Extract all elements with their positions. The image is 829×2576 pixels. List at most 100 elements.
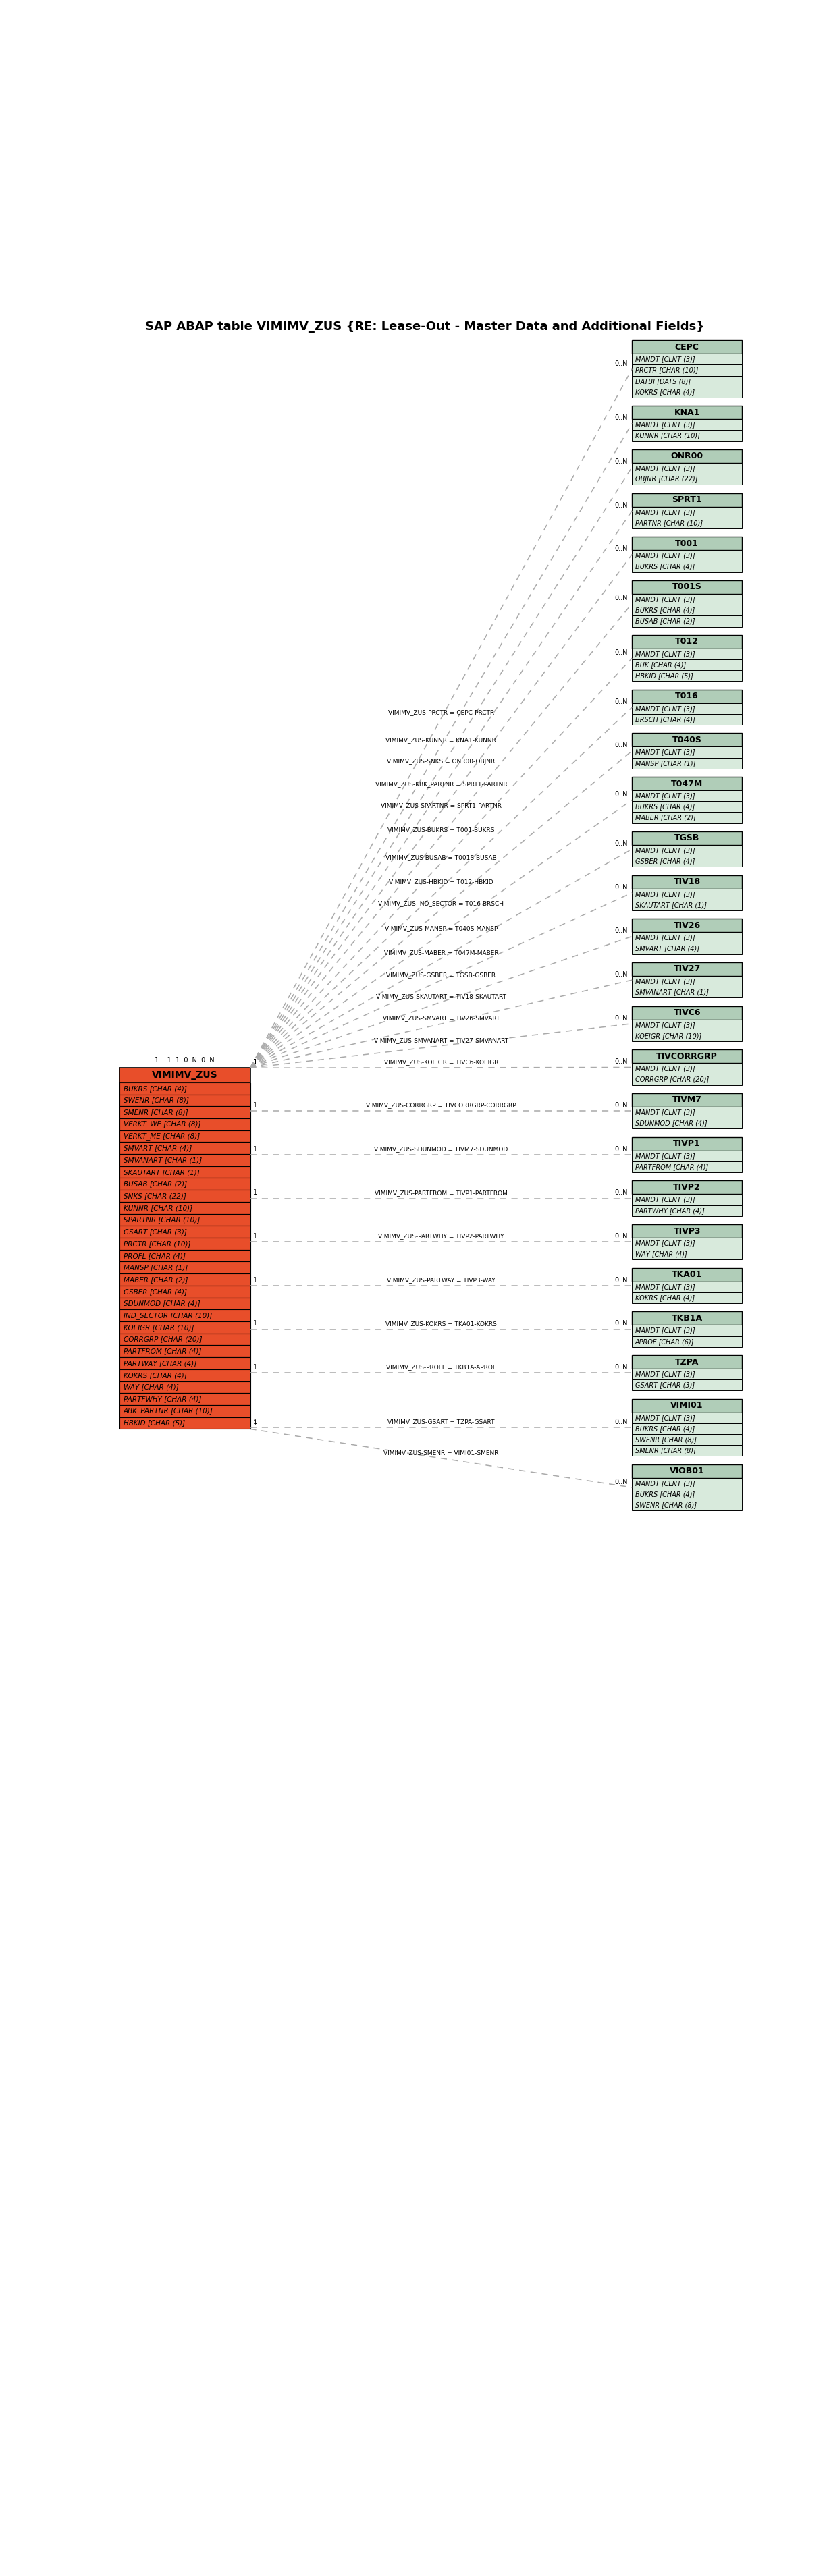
Text: 0..N: 0..N xyxy=(614,1146,628,1151)
Text: SMVANART [CHAR (1)]: SMVANART [CHAR (1)] xyxy=(124,1157,202,1164)
Bar xyxy=(632,1007,742,1020)
Text: TIVCORRGRP: TIVCORRGRP xyxy=(657,1051,718,1061)
Bar xyxy=(119,1167,250,1177)
Text: PARTFROM [CHAR (4)]: PARTFROM [CHAR (4)] xyxy=(635,1164,708,1170)
Text: VIMIMV_ZUS-GSART = TZPA-GSART: VIMIMV_ZUS-GSART = TZPA-GSART xyxy=(388,1419,495,1425)
Bar xyxy=(119,1298,250,1309)
Text: MANSP [CHAR (1)]: MANSP [CHAR (1)] xyxy=(124,1265,188,1270)
Bar xyxy=(632,551,742,562)
Text: 1: 1 xyxy=(253,1059,257,1066)
Text: 0..N: 0..N xyxy=(614,1234,628,1239)
Text: VIOB01: VIOB01 xyxy=(670,1466,705,1476)
Text: 0..N: 0..N xyxy=(614,1278,628,1283)
Text: T001: T001 xyxy=(675,538,699,549)
Text: MANDT [CLNT (3)]: MANDT [CLNT (3)] xyxy=(635,935,695,940)
Text: APROF [CHAR (6)]: APROF [CHAR (6)] xyxy=(635,1337,694,1345)
Bar xyxy=(119,1345,250,1358)
Text: SMENR [CHAR (8)]: SMENR [CHAR (8)] xyxy=(124,1108,188,1115)
Text: 1: 1 xyxy=(253,1059,257,1066)
Bar xyxy=(632,1206,742,1216)
Bar xyxy=(119,1370,250,1381)
Text: TGSB: TGSB xyxy=(674,835,700,842)
Bar xyxy=(632,1108,742,1118)
Bar xyxy=(119,1118,250,1131)
Bar xyxy=(632,464,742,474)
Text: VIMIMV_ZUS-PRCTR = CEPC-PRCTR: VIMIMV_ZUS-PRCTR = CEPC-PRCTR xyxy=(388,708,494,716)
Text: 0..N: 0..N xyxy=(614,415,628,422)
Text: 0..N: 0..N xyxy=(614,361,628,366)
Bar xyxy=(632,801,742,811)
Text: 1    1  1  0..N  0..N: 1 1 1 0..N 0..N xyxy=(155,1056,215,1064)
Text: 1: 1 xyxy=(253,1059,257,1066)
Text: VIMIMV_ZUS-BUSAB = T001S-BUSAB: VIMIMV_ZUS-BUSAB = T001S-BUSAB xyxy=(385,855,497,860)
Bar xyxy=(632,1425,742,1435)
Bar xyxy=(632,855,742,866)
Text: TIVC6: TIVC6 xyxy=(673,1007,701,1018)
Text: MANDT [CLNT (3)]: MANDT [CLNT (3)] xyxy=(635,422,695,428)
Text: 0..N: 0..N xyxy=(614,649,628,657)
Text: DATBI [DATS (8)]: DATBI [DATS (8)] xyxy=(635,379,691,384)
Text: BUKRS [CHAR (4)]: BUKRS [CHAR (4)] xyxy=(124,1084,187,1092)
Text: BUKRS [CHAR (4)]: BUKRS [CHAR (4)] xyxy=(635,804,695,809)
Text: VIMIMV_ZUS-PROFL = TKB1A-APROF: VIMIMV_ZUS-PROFL = TKB1A-APROF xyxy=(386,1365,496,1370)
Text: 1: 1 xyxy=(253,1190,257,1195)
Bar xyxy=(632,1337,742,1347)
Text: 0..N: 0..N xyxy=(614,1479,628,1486)
Text: MANDT [CLNT (3)]: MANDT [CLNT (3)] xyxy=(635,1283,695,1291)
Bar xyxy=(632,1267,742,1280)
Text: SMVANART [CHAR (1)]: SMVANART [CHAR (1)] xyxy=(635,989,709,994)
Bar xyxy=(632,845,742,855)
Text: MANDT [CLNT (3)]: MANDT [CLNT (3)] xyxy=(635,1327,695,1334)
Text: 1: 1 xyxy=(253,1103,257,1108)
Text: MANDT [CLNT (3)]: MANDT [CLNT (3)] xyxy=(635,891,695,896)
Text: 0..N: 0..N xyxy=(614,927,628,935)
Text: MANDT [CLNT (3)]: MANDT [CLNT (3)] xyxy=(635,750,695,755)
Bar xyxy=(119,1226,250,1236)
Bar xyxy=(632,1224,742,1236)
Text: 0..N: 0..N xyxy=(614,1365,628,1370)
Text: VIMIMV_ZUS-HBKID = T012-HBKID: VIMIMV_ZUS-HBKID = T012-HBKID xyxy=(389,878,493,886)
Text: 0..N: 0..N xyxy=(614,546,628,551)
Text: SDUNMOD [CHAR (4)]: SDUNMOD [CHAR (4)] xyxy=(124,1301,201,1306)
Bar xyxy=(632,1020,742,1030)
Text: VIMIMV_ZUS: VIMIMV_ZUS xyxy=(152,1072,218,1079)
Text: VIMIMV_ZUS-MABER = T047M-MABER: VIMIMV_ZUS-MABER = T047M-MABER xyxy=(384,951,498,956)
Bar xyxy=(119,1404,250,1417)
Text: HBKID [CHAR (5)]: HBKID [CHAR (5)] xyxy=(635,672,693,680)
Text: 0..N: 0..N xyxy=(614,595,628,600)
Bar xyxy=(632,1162,742,1172)
Text: MANDT [CLNT (3)]: MANDT [CLNT (3)] xyxy=(635,1479,695,1486)
Bar xyxy=(119,1309,250,1321)
Bar xyxy=(119,1262,250,1273)
Text: VIMIMV_ZUS-SNKS = ONR00-OBJNR: VIMIMV_ZUS-SNKS = ONR00-OBJNR xyxy=(387,760,495,765)
Bar xyxy=(119,1177,250,1190)
Bar xyxy=(632,714,742,724)
Bar xyxy=(632,976,742,987)
Text: 1: 1 xyxy=(253,1059,257,1066)
Text: CORRGRP [CHAR (20)]: CORRGRP [CHAR (20)] xyxy=(635,1077,709,1082)
Text: 0..N: 0..N xyxy=(614,884,628,891)
Bar xyxy=(632,1463,742,1479)
Text: VIMIMV_ZUS-CORRGRP = TIVCORRGRP-CORRGRP: VIMIMV_ZUS-CORRGRP = TIVCORRGRP-CORRGRP xyxy=(366,1103,516,1108)
Text: 1: 1 xyxy=(253,1419,257,1425)
Text: 1: 1 xyxy=(253,1059,257,1066)
Text: 1: 1 xyxy=(253,1059,257,1066)
Bar xyxy=(632,1180,742,1195)
Text: CEPC: CEPC xyxy=(675,343,699,350)
Bar xyxy=(632,1399,742,1412)
Text: PARTWHY [CHAR (4)]: PARTWHY [CHAR (4)] xyxy=(635,1208,705,1213)
Bar xyxy=(632,1381,742,1391)
Bar xyxy=(632,1368,742,1381)
Bar xyxy=(119,1141,250,1154)
Bar xyxy=(632,1311,742,1324)
Text: BUKRS [CHAR (4)]: BUKRS [CHAR (4)] xyxy=(635,608,695,613)
Text: 0..N: 0..N xyxy=(614,742,628,750)
Text: T012: T012 xyxy=(675,636,699,647)
Text: KUNNR [CHAR (10)]: KUNNR [CHAR (10)] xyxy=(124,1206,192,1211)
Bar xyxy=(119,1082,250,1095)
Text: OBJNR [CHAR (22)]: OBJNR [CHAR (22)] xyxy=(635,477,698,482)
Text: SWENR [CHAR (8)]: SWENR [CHAR (8)] xyxy=(635,1437,696,1443)
Text: MANDT [CLNT (3)]: MANDT [CLNT (3)] xyxy=(635,507,695,515)
Text: KOKRS [CHAR (4)]: KOKRS [CHAR (4)] xyxy=(635,389,695,394)
Text: MANDT [CLNT (3)]: MANDT [CLNT (3)] xyxy=(635,706,695,711)
